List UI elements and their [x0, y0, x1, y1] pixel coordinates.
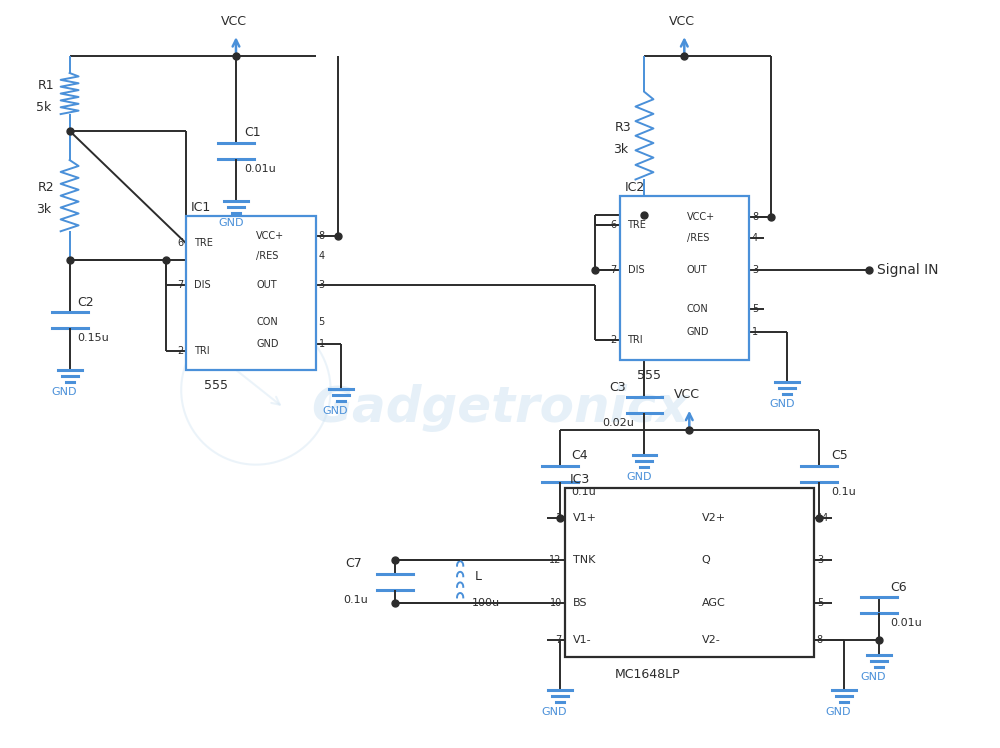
Text: IC2: IC2	[625, 181, 645, 194]
Text: VCC+: VCC+	[687, 212, 715, 222]
Text: TRI: TRI	[194, 346, 210, 357]
Text: 0.1u: 0.1u	[831, 487, 856, 497]
Text: CON: CON	[687, 304, 709, 314]
Text: 1: 1	[319, 339, 325, 349]
Text: 0.15u: 0.15u	[78, 333, 109, 343]
Text: R1: R1	[38, 79, 54, 92]
Text: 555: 555	[637, 370, 661, 382]
Text: 555: 555	[204, 379, 228, 393]
Text: GND: GND	[542, 707, 567, 717]
Text: 0.01u: 0.01u	[244, 164, 276, 174]
Text: 5: 5	[752, 304, 758, 314]
Text: BS: BS	[573, 598, 587, 607]
Text: GND: GND	[256, 339, 279, 349]
Text: GND: GND	[627, 472, 652, 482]
Text: VCC+: VCC+	[256, 230, 284, 241]
Text: Gadgetronicx: Gadgetronicx	[311, 384, 689, 432]
Text: TRI: TRI	[628, 335, 643, 346]
Text: 14: 14	[817, 513, 829, 523]
Text: GND: GND	[769, 399, 794, 409]
Text: GND: GND	[687, 327, 709, 337]
Text: 4: 4	[319, 251, 325, 261]
Text: 3: 3	[817, 556, 823, 565]
Text: Q: Q	[702, 556, 710, 565]
Text: GND: GND	[52, 387, 77, 397]
Text: 8: 8	[319, 230, 325, 241]
Text: 5: 5	[817, 598, 823, 607]
Text: 2: 2	[177, 346, 183, 357]
Text: TNK: TNK	[573, 556, 595, 565]
FancyBboxPatch shape	[186, 215, 316, 370]
Text: C2: C2	[78, 295, 94, 309]
Text: VCC: VCC	[674, 388, 700, 402]
Text: /RES: /RES	[687, 233, 709, 243]
Text: R3: R3	[615, 121, 631, 135]
Text: 5: 5	[319, 317, 325, 327]
Text: OUT: OUT	[687, 265, 708, 275]
Text: TRE: TRE	[628, 220, 646, 230]
Text: 7: 7	[610, 265, 617, 275]
FancyBboxPatch shape	[620, 196, 749, 360]
Text: 8: 8	[752, 212, 758, 222]
Text: GND: GND	[218, 218, 244, 227]
Text: 4: 4	[752, 233, 758, 243]
Text: V2-: V2-	[702, 635, 720, 645]
Text: GND: GND	[323, 405, 348, 415]
Text: CON: CON	[256, 317, 278, 327]
Text: 6: 6	[177, 239, 183, 248]
Text: 100u: 100u	[472, 598, 500, 608]
Text: 12: 12	[549, 556, 562, 565]
Text: DIS: DIS	[628, 265, 644, 275]
Text: AGC: AGC	[702, 598, 725, 607]
Text: C1: C1	[244, 126, 261, 139]
Text: 7: 7	[556, 635, 562, 645]
Text: V2+: V2+	[702, 513, 726, 523]
Text: 3k: 3k	[613, 143, 628, 156]
Text: OUT: OUT	[256, 280, 277, 290]
Text: GND: GND	[826, 707, 851, 717]
Text: VCC: VCC	[669, 15, 695, 28]
Text: R2: R2	[38, 181, 54, 194]
Text: C5: C5	[831, 450, 848, 462]
Text: V1+: V1+	[573, 513, 597, 523]
Text: 8: 8	[817, 635, 823, 645]
Text: VCC: VCC	[221, 15, 247, 28]
Text: 0.01u: 0.01u	[891, 618, 922, 628]
Text: C6: C6	[891, 580, 907, 594]
Text: L: L	[475, 570, 482, 583]
Text: IC3: IC3	[570, 473, 590, 486]
Text: 10: 10	[550, 598, 562, 607]
Text: GND: GND	[861, 672, 886, 682]
Text: 2: 2	[610, 335, 617, 346]
Text: MC1648LP: MC1648LP	[615, 669, 680, 681]
Text: TRE: TRE	[194, 239, 213, 248]
Text: 3: 3	[752, 265, 758, 275]
Text: 1: 1	[556, 513, 562, 523]
Text: 7: 7	[177, 280, 183, 290]
FancyBboxPatch shape	[565, 488, 814, 657]
Text: 0.1u: 0.1u	[572, 487, 596, 497]
Text: C4: C4	[572, 450, 588, 462]
Text: 6: 6	[610, 220, 617, 230]
Text: /RES: /RES	[256, 251, 278, 261]
Text: 0.1u: 0.1u	[344, 595, 368, 604]
Text: DIS: DIS	[194, 280, 211, 290]
Text: 0.02u: 0.02u	[603, 418, 634, 428]
Text: 5k: 5k	[36, 101, 51, 114]
Text: C3: C3	[610, 381, 626, 393]
Text: C7: C7	[346, 557, 362, 570]
Text: 1: 1	[752, 327, 758, 337]
Text: 3: 3	[319, 280, 325, 290]
Text: Signal IN: Signal IN	[877, 263, 938, 277]
Text: V1-: V1-	[573, 635, 591, 645]
Text: IC1: IC1	[191, 201, 211, 214]
Text: 3k: 3k	[36, 203, 51, 216]
